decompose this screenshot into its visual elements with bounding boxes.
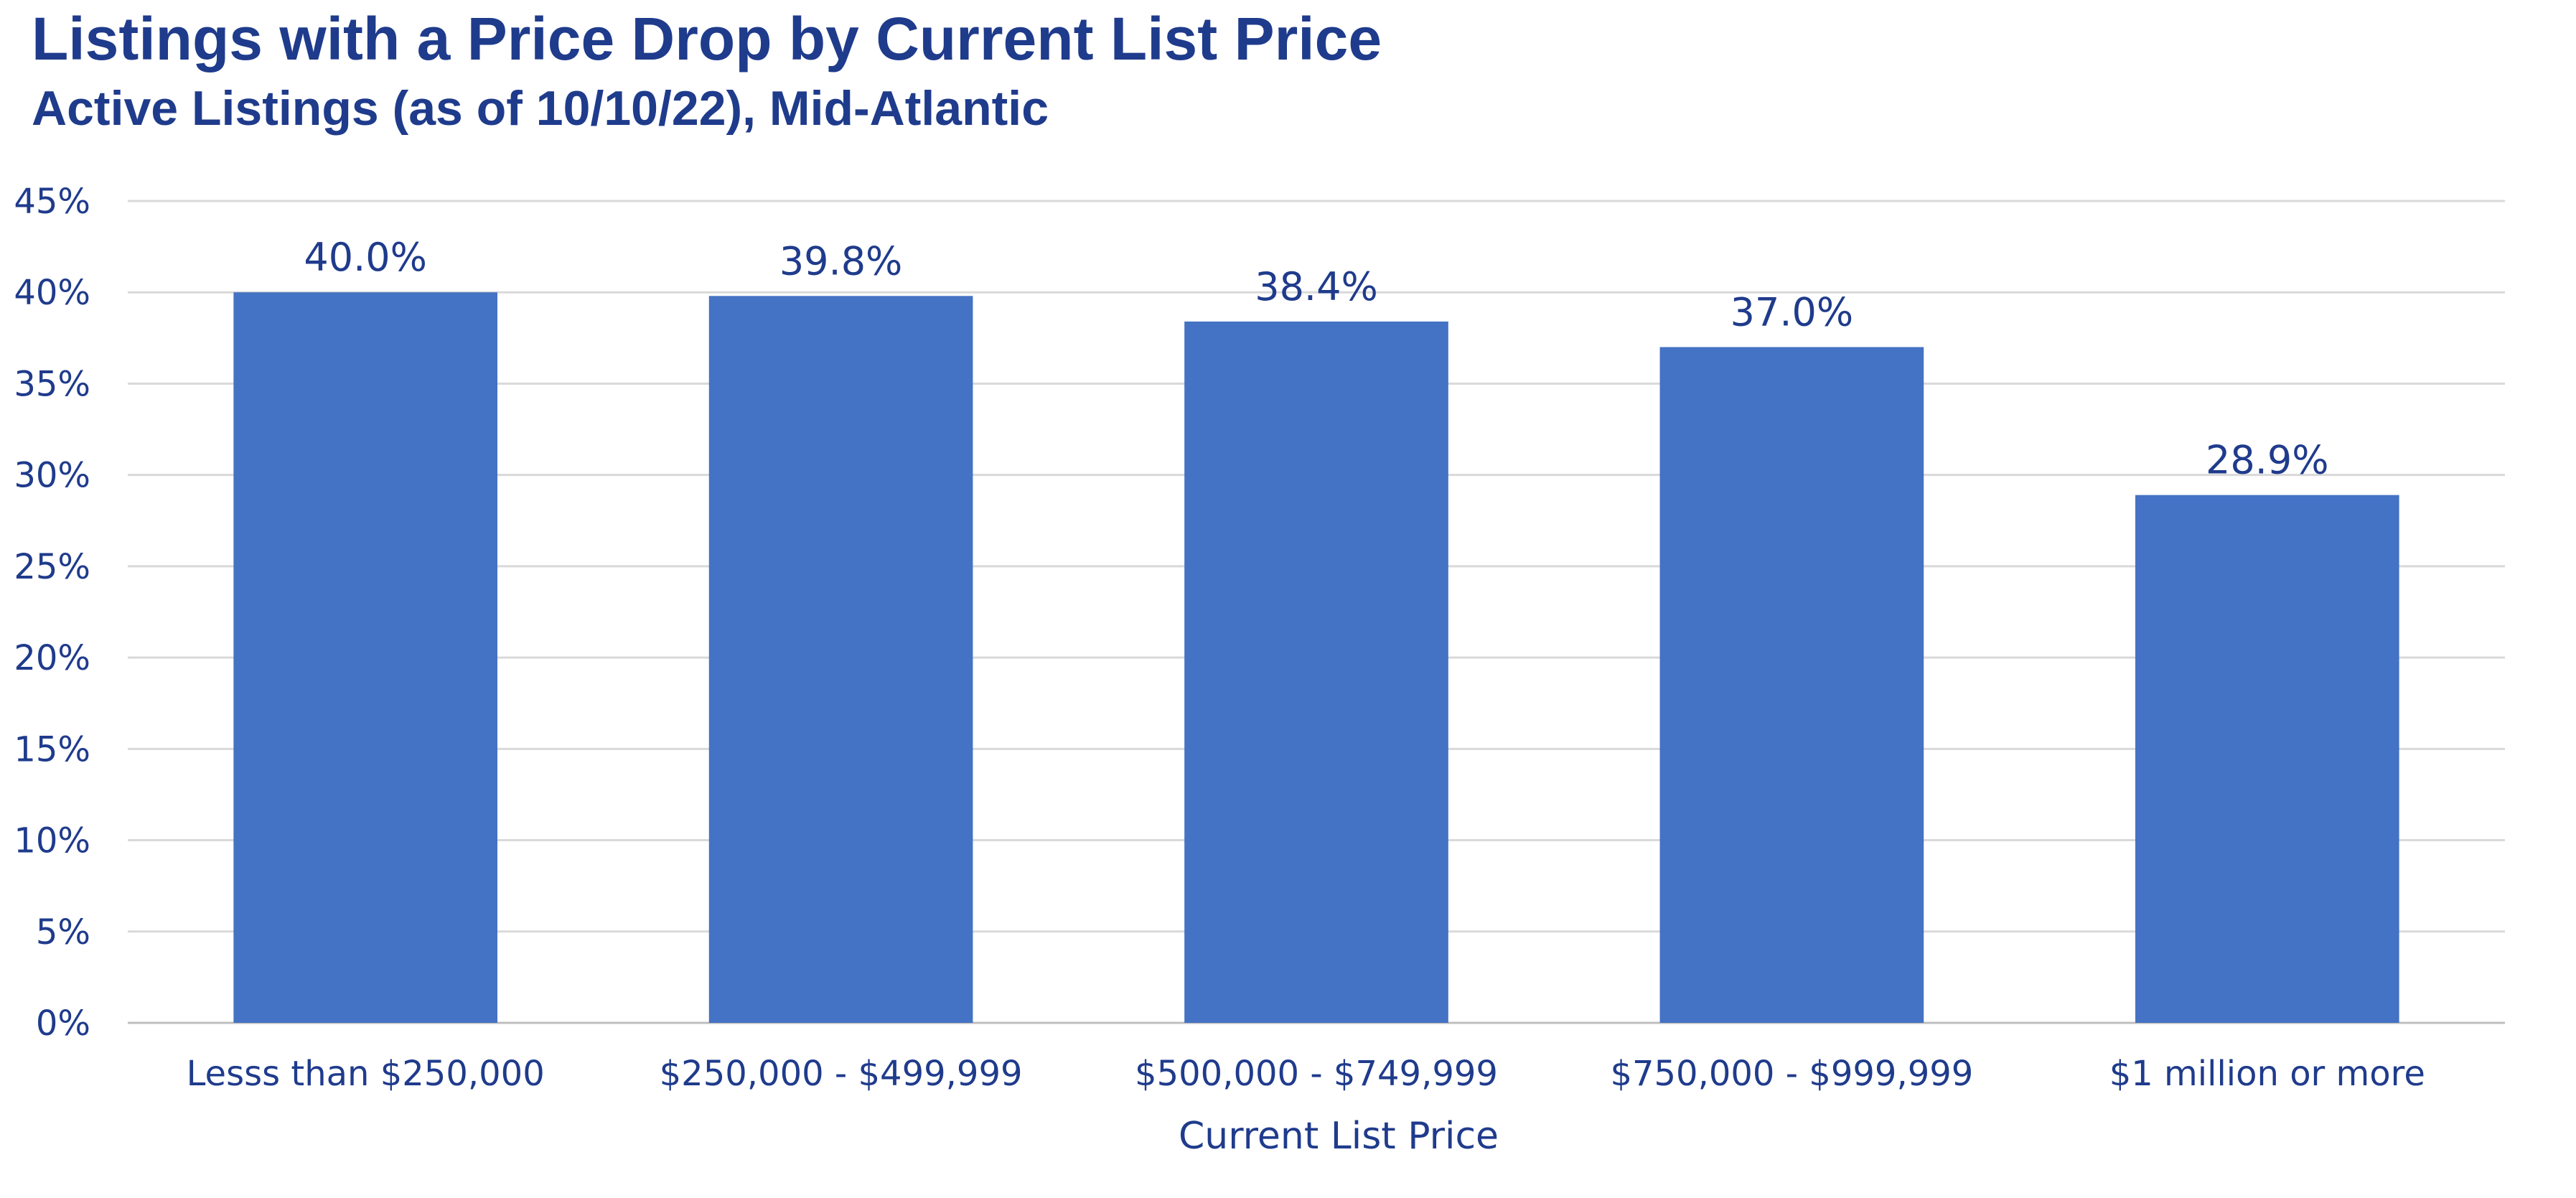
chart-title: Listings with a Price Drop by Current Li… — [32, 5, 1382, 72]
y-tick-label: 10% — [14, 821, 90, 861]
x-tick-label: $750,000 - $999,999 — [1610, 1054, 1973, 1094]
y-tick-label: 35% — [14, 364, 90, 404]
bar — [1184, 321, 1448, 1023]
bar — [708, 296, 973, 1023]
bar — [2135, 495, 2399, 1023]
data-label: 40.0% — [304, 235, 427, 280]
y-tick-label: 20% — [14, 638, 90, 678]
bar — [1659, 347, 1924, 1023]
y-axis-ticks: 0% 5% 10% 15% 20% 25% 30% 35% 40% 45% — [14, 182, 90, 1044]
x-axis-ticks: Lesss than $250,000 $250,000 - $499,999 $5… — [187, 1054, 2425, 1094]
chart-subtitle: Active Listings (as of 10/10/22), Mid-At… — [32, 81, 1049, 136]
x-tick-label: $500,000 - $749,999 — [1135, 1054, 1498, 1094]
x-axis-title: Current List Price — [1179, 1115, 1499, 1158]
x-tick-label: $250,000 - $499,999 — [660, 1054, 1023, 1094]
data-label: 39.8% — [779, 238, 903, 284]
bars — [233, 292, 2399, 1023]
data-label: 37.0% — [1730, 290, 1854, 335]
y-tick-label: 30% — [14, 456, 90, 496]
y-tick-label: 25% — [14, 547, 90, 587]
y-tick-label: 40% — [14, 273, 90, 313]
x-tick-label: $1 million or more — [2109, 1054, 2425, 1094]
y-tick-label: 5% — [36, 912, 90, 953]
data-labels: 40.0% 39.8% 38.4% 37.0% 28.9% — [304, 235, 2328, 482]
data-label: 38.4% — [1255, 264, 1378, 309]
bar — [233, 292, 498, 1023]
y-tick-label: 45% — [14, 182, 90, 222]
data-label: 28.9% — [2206, 438, 2329, 483]
y-tick-label: 0% — [36, 1003, 90, 1044]
y-tick-label: 15% — [14, 729, 90, 769]
x-tick-label: Lesss than $250,000 — [187, 1054, 545, 1094]
